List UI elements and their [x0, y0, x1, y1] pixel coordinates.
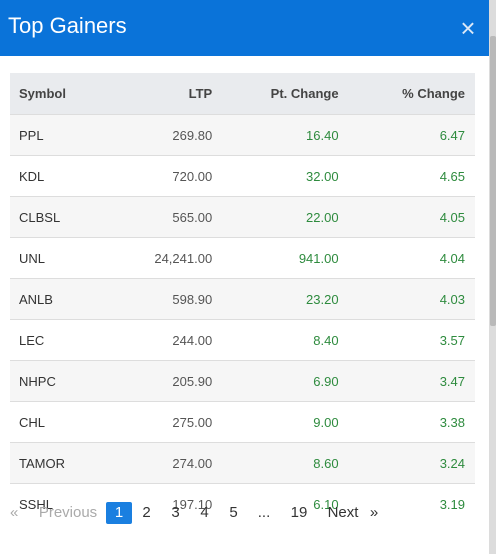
- pagination-next-icon[interactable]: »: [369, 504, 379, 521]
- pagination-prev-icon: «: [10, 504, 19, 521]
- page-4-button[interactable]: 4: [200, 504, 209, 521]
- table-row[interactable]: UNL 24,241.00 941.00 4.04: [10, 237, 475, 279]
- symbol-cell: LEC: [10, 319, 116, 361]
- pct-change-cell: 3.38: [341, 401, 475, 443]
- pt-change-cell: 16.40: [215, 114, 342, 156]
- symbol-cell: CHL: [10, 401, 116, 443]
- page-5-button[interactable]: 5: [229, 504, 238, 521]
- page-19-button[interactable]: 19: [290, 504, 308, 521]
- table-row[interactable]: ANLB 598.90 23.20 4.03: [10, 278, 475, 320]
- pt-change-cell: 941.00: [215, 237, 342, 279]
- ltp-cell: 205.90: [115, 360, 216, 402]
- pct-change-cell: 4.05: [341, 196, 475, 238]
- gainers-table: Symbol LTP Pt. Change % Change PPL 269.80…: [10, 73, 475, 524]
- pt-change-cell: 6.90: [215, 360, 342, 402]
- pct-change-cell: 3.24: [341, 442, 475, 484]
- symbol-cell: KDL: [10, 155, 116, 197]
- pt-change-cell: 8.60: [215, 442, 342, 484]
- scrollbar-thumb[interactable]: [490, 36, 496, 326]
- pct-change-cell: 4.65: [341, 155, 475, 197]
- pct-change-cell: 4.04: [341, 237, 475, 279]
- table-row[interactable]: NHPC 205.90 6.90 3.47: [10, 360, 475, 402]
- page-1-button[interactable]: 1: [106, 502, 132, 524]
- table-header-row: Symbol LTP Pt. Change % Change: [10, 73, 475, 115]
- pct-change-cell: 4.03: [341, 278, 475, 320]
- pt-change-cell: 8.40: [215, 319, 342, 361]
- ltp-cell: 244.00: [115, 319, 216, 361]
- ltp-cell: 269.80: [115, 114, 216, 156]
- ltp-cell: 24,241.00: [115, 237, 216, 279]
- pt-change-cell: 9.00: [215, 401, 342, 443]
- ltp-cell: 598.90: [115, 278, 216, 320]
- table-row[interactable]: CHL 275.00 9.00 3.38: [10, 401, 475, 443]
- pct-change-cell: 3.19: [341, 483, 475, 524]
- modal-title: Top Gainers: [8, 13, 127, 38]
- pt-change-cell: 32.00: [215, 155, 342, 197]
- pct-change-cell: 6.47: [341, 114, 475, 156]
- symbol-cell: ANLB: [10, 278, 116, 320]
- close-icon[interactable]: ×: [460, 13, 476, 43]
- table-row[interactable]: LEC 244.00 8.40 3.57: [10, 319, 475, 361]
- column-header-symbol[interactable]: Symbol: [10, 73, 116, 115]
- symbol-cell: CLBSL: [10, 196, 116, 238]
- column-header-pct-change[interactable]: % Change: [341, 73, 475, 115]
- table-row[interactable]: PPL 269.80 16.40 6.47: [10, 114, 475, 156]
- symbol-cell: NHPC: [10, 360, 116, 402]
- symbol-cell: PPL: [10, 114, 116, 156]
- table-row[interactable]: KDL 720.00 32.00 4.65: [10, 155, 475, 197]
- symbol-cell: TAMOR: [10, 442, 116, 484]
- column-header-ltp[interactable]: LTP: [115, 73, 216, 115]
- table-row[interactable]: CLBSL 565.00 22.00 4.05: [10, 196, 475, 238]
- ltp-cell: 720.00: [115, 155, 216, 197]
- pagination: « Previous 1 2 3 4 5 ... 19 Next »: [10, 502, 380, 524]
- pt-change-cell: 23.20: [215, 278, 342, 320]
- ltp-cell: 275.00: [115, 401, 216, 443]
- table-row[interactable]: SSHL 197.10 6.10 3.19: [10, 483, 475, 524]
- pt-change-cell: 6.10: [215, 483, 342, 524]
- pct-change-cell: 3.47: [341, 360, 475, 402]
- symbol-cell: UNL: [10, 237, 116, 279]
- pct-change-cell: 3.57: [341, 319, 475, 361]
- modal-header: Top Gainers ×: [0, 0, 489, 56]
- page-2-button[interactable]: 2: [142, 504, 151, 521]
- pagination-next[interactable]: Next: [327, 504, 359, 521]
- table-row[interactable]: TAMOR 274.00 8.60 3.24: [10, 442, 475, 484]
- symbol-cell: SSHL: [10, 483, 116, 524]
- pt-change-cell: 22.00: [215, 196, 342, 238]
- pagination-previous: Previous: [38, 504, 98, 521]
- ltp-cell: 565.00: [115, 196, 216, 238]
- column-header-pt-change[interactable]: Pt. Change: [215, 73, 342, 115]
- page-3-button[interactable]: 3: [171, 504, 180, 521]
- pagination-ellipsis: ...: [257, 504, 271, 521]
- ltp-cell: 274.00: [115, 442, 216, 484]
